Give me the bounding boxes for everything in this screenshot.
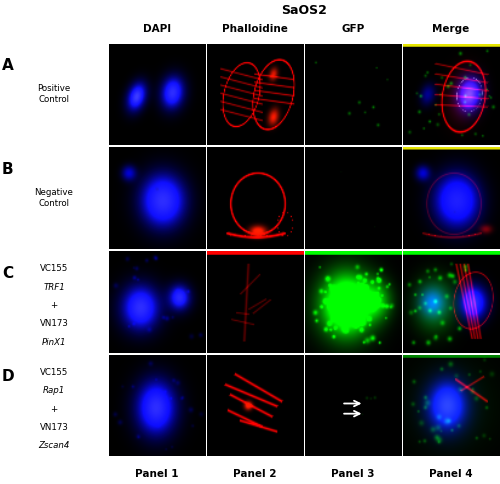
Text: Rap1: Rap1 — [43, 386, 65, 395]
Text: Negative
Control: Negative Control — [34, 188, 74, 208]
Text: GFP: GFP — [341, 24, 364, 34]
Text: VN173: VN173 — [40, 423, 68, 432]
Text: Positive
Control: Positive Control — [38, 84, 70, 105]
Text: DAPI: DAPI — [142, 24, 171, 34]
Text: TRF1: TRF1 — [43, 283, 65, 291]
Text: VC155: VC155 — [40, 368, 68, 377]
Text: VC155: VC155 — [40, 264, 68, 273]
Text: B: B — [2, 162, 14, 177]
Text: A: A — [2, 58, 14, 73]
Text: +: + — [50, 301, 58, 310]
Text: C: C — [2, 266, 13, 281]
Text: Panel 1: Panel 1 — [135, 469, 178, 479]
Text: Panel 2: Panel 2 — [233, 469, 276, 479]
Text: Panel 3: Panel 3 — [331, 469, 374, 479]
Text: Merge: Merge — [432, 24, 470, 34]
Text: PinX1: PinX1 — [42, 338, 66, 347]
Text: +: + — [50, 405, 58, 414]
Text: Zscan4: Zscan4 — [38, 441, 70, 451]
Text: VN173: VN173 — [40, 319, 68, 328]
Text: D: D — [2, 369, 14, 384]
Text: Panel 4: Panel 4 — [429, 469, 473, 479]
Text: Phalloidine: Phalloidine — [222, 24, 288, 34]
Text: SaOS2: SaOS2 — [281, 4, 326, 17]
